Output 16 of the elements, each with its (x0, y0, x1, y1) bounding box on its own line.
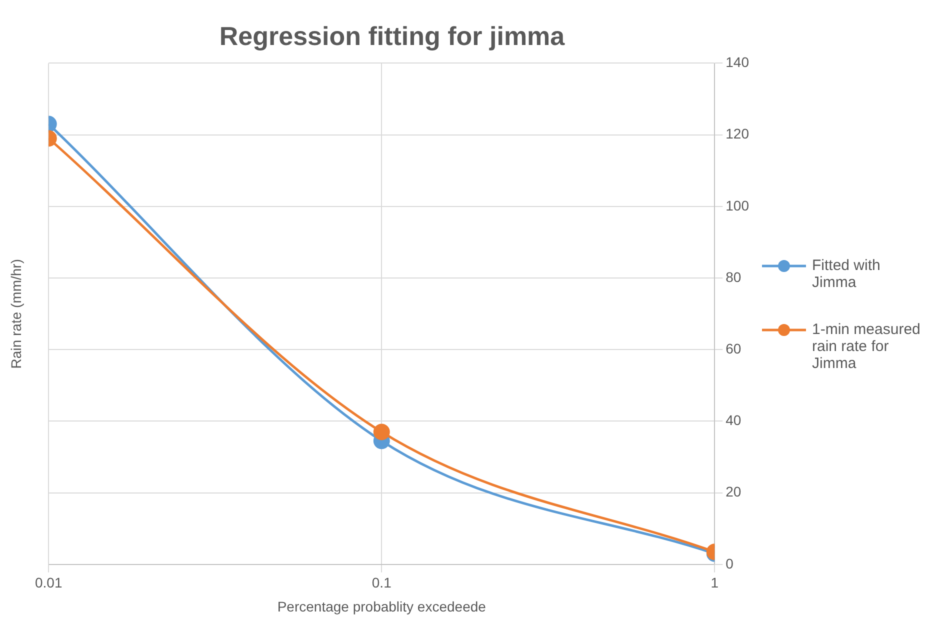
y-tick-label: 40 (726, 412, 742, 428)
y-tick-label: 120 (726, 126, 750, 142)
x-tick-label: 0.1 (372, 574, 392, 591)
x-tick-label: 0.01 (35, 574, 62, 591)
x-axis-title: Percentage probablity excedeede (277, 598, 486, 614)
y-tick-label: 20 (726, 484, 742, 500)
y-tick-label: 0 (726, 555, 734, 572)
legend-label: 1-min measured rain rate for Jimma (812, 320, 922, 372)
y-tick-label: 60 (726, 340, 742, 356)
y-tick-label: 100 (726, 197, 750, 214)
y-tick-label: 80 (726, 268, 742, 285)
y-axis-title: Rain rate (mm/hr) (8, 259, 25, 369)
legend-label: Fitted with Jimma (812, 256, 882, 290)
x-tick-label: 1 (710, 574, 719, 591)
y-tick-label: 140 (726, 54, 750, 70)
chart-title: Regression fitting for jimma (219, 20, 566, 51)
